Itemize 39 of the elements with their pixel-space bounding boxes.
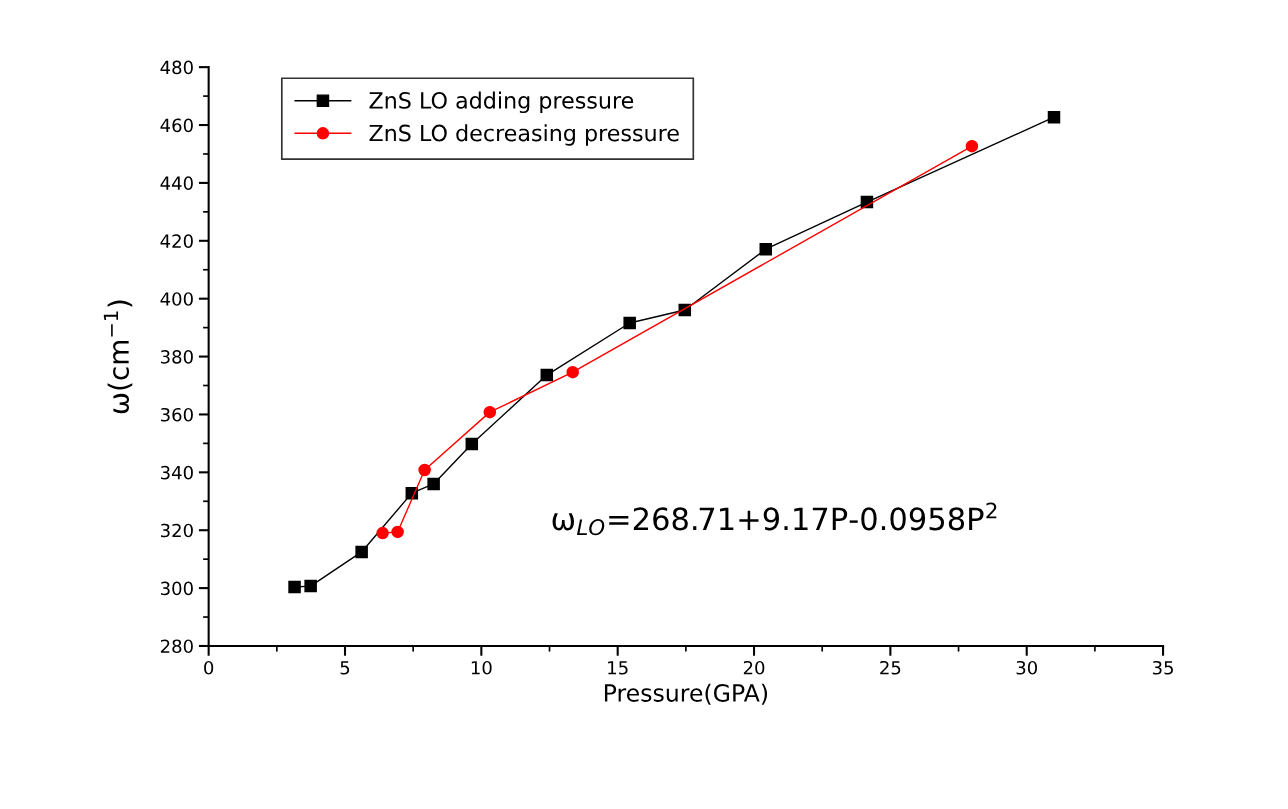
y-tick-label: 320 [160, 523, 193, 538]
x-tick-label: 15 [608, 661, 628, 675]
x-tick-label: 30 [1016, 660, 1038, 675]
y-tick-label: 460 [160, 118, 193, 133]
legend-label: ZnS LO decreasing pressure [369, 124, 679, 146]
y-tick-label: 440 [160, 176, 193, 191]
point [376, 526, 389, 540]
y-tick-label: 420 [160, 234, 193, 248]
point [427, 477, 440, 491]
point [391, 525, 404, 539]
x-tick-label: 5 [340, 661, 350, 675]
legend-label: ZnS LO adding pressure [369, 91, 634, 114]
x-tick-label: 25 [880, 660, 901, 675]
y-tick-label: 360 [160, 407, 193, 422]
point [465, 437, 479, 451]
point [418, 463, 431, 477]
point [566, 365, 579, 379]
y-tick-label: 300 [160, 581, 193, 596]
x-tick-label: 10 [471, 660, 492, 675]
x-tick-label: 35 [1152, 660, 1173, 675]
point [1047, 110, 1061, 124]
point [623, 316, 636, 330]
y-axis-title: ω(cm$^{−1}$) [103, 300, 133, 414]
point [288, 580, 301, 594]
point [355, 545, 368, 559]
annotation: ω$_{LO}$=268.71+9.17P-0.0958P$^{2}$ [552, 502, 997, 536]
point [540, 368, 554, 382]
point [304, 579, 317, 593]
y-tick-label: 280 [160, 639, 193, 654]
point [759, 242, 773, 256]
x-tick-label: 20 [743, 660, 765, 675]
y-tick-label: 400 [160, 292, 193, 306]
y-tick-label: 340 [160, 465, 193, 480]
point [965, 139, 979, 153]
point [483, 405, 497, 419]
x-axis-title: Pressure(GPA) [604, 683, 768, 705]
y-tick-label: 480 [160, 60, 193, 75]
y-tick-label: 380 [160, 350, 193, 364]
x-tick-label: 0 [204, 660, 214, 675]
